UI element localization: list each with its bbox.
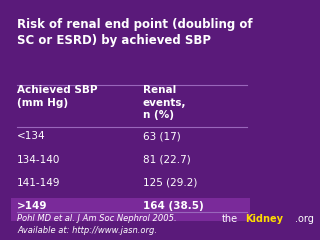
Text: Risk of renal end point (doubling of
SC or ESRD) by achieved SBP: Risk of renal end point (doubling of SC … bbox=[17, 18, 253, 47]
Text: <134: <134 bbox=[17, 132, 46, 142]
Text: >149: >149 bbox=[17, 201, 48, 210]
Text: 141-149: 141-149 bbox=[17, 178, 60, 187]
Text: .org: .org bbox=[295, 214, 314, 224]
Text: 134-140: 134-140 bbox=[17, 155, 60, 165]
Text: 63 (17): 63 (17) bbox=[143, 132, 181, 142]
Text: Renal
events,
n (%): Renal events, n (%) bbox=[143, 85, 186, 120]
Text: 81 (22.7): 81 (22.7) bbox=[143, 155, 191, 165]
Text: the: the bbox=[221, 214, 238, 224]
Text: 164 (38.5): 164 (38.5) bbox=[143, 201, 204, 210]
FancyBboxPatch shape bbox=[11, 198, 250, 221]
Text: 125 (29.2): 125 (29.2) bbox=[143, 178, 197, 187]
Text: Pohl MD et al. J Am Soc Nephrol 2005.
Available at: http://www.jasn.org.: Pohl MD et al. J Am Soc Nephrol 2005. Av… bbox=[17, 214, 177, 235]
Text: Achieved SBP
(mm Hg): Achieved SBP (mm Hg) bbox=[17, 85, 98, 108]
Text: Kidney: Kidney bbox=[245, 214, 283, 224]
